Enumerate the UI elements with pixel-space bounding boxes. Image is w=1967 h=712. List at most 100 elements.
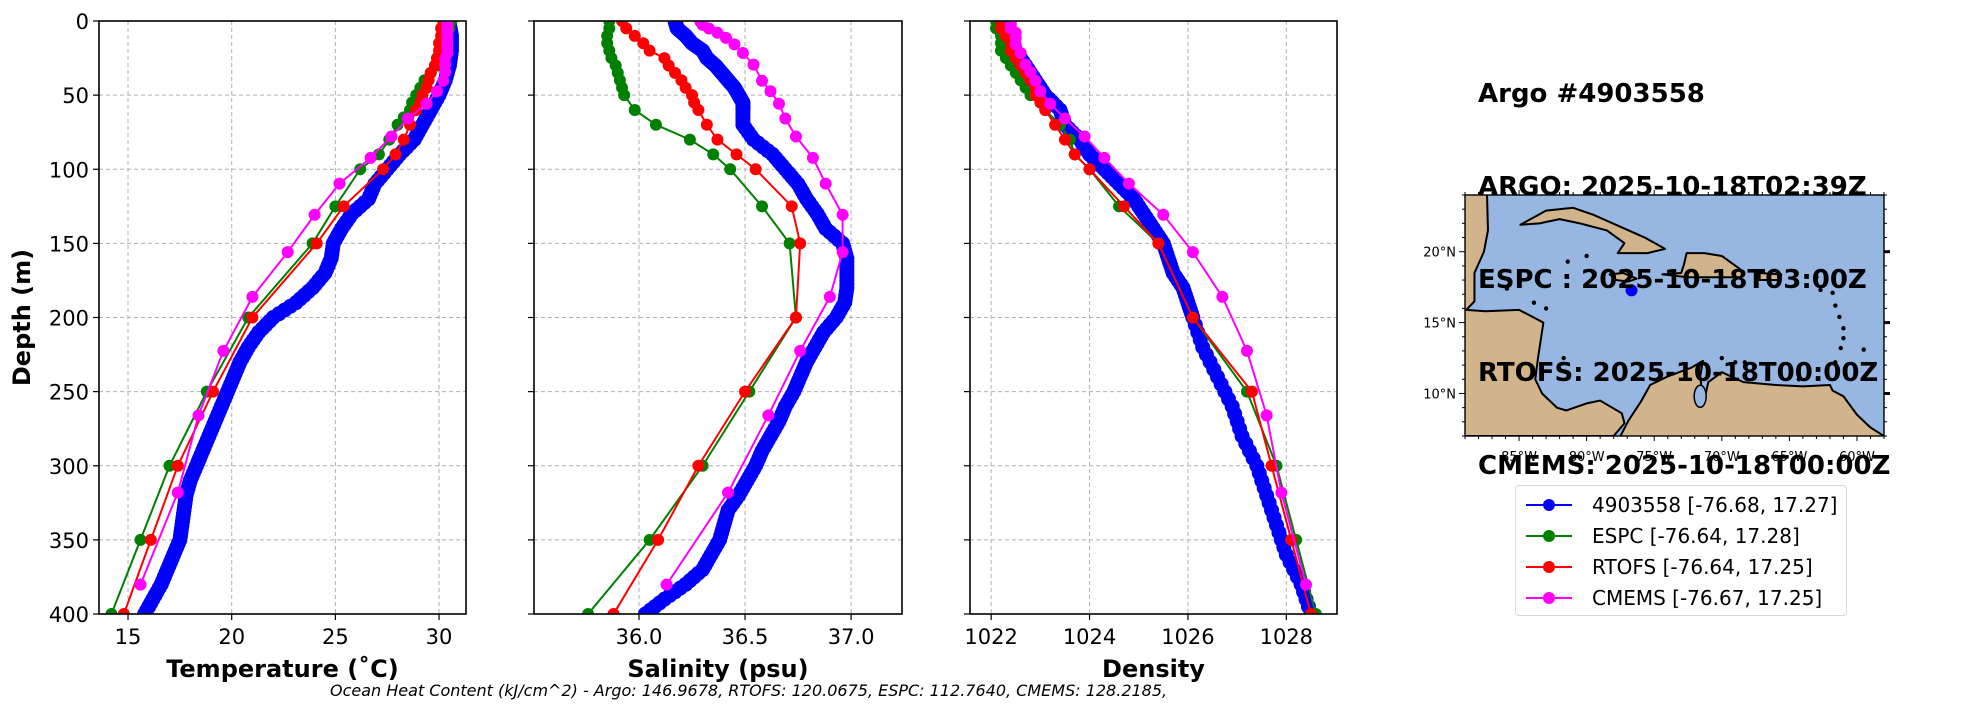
island-marker xyxy=(1818,287,1823,293)
data-point-rtofs xyxy=(1304,608,1317,614)
lat-tick-label: 15°N xyxy=(1423,317,1456,332)
data-point-cmems xyxy=(430,85,443,98)
legend-label: ESPC [-76.64, 17.28] xyxy=(1592,524,1800,548)
cuba-land xyxy=(1519,206,1667,255)
data-point-rtofs xyxy=(389,148,402,161)
data-point-cmems xyxy=(1098,151,1111,164)
data-point-espc xyxy=(163,459,176,472)
y-tick-label: 200 xyxy=(49,307,89,331)
data-point-cmems xyxy=(364,151,377,164)
jamaica-land xyxy=(1608,271,1638,283)
data-point-cmems xyxy=(192,409,205,422)
data-point-cmems xyxy=(794,344,807,357)
series-group xyxy=(105,21,459,614)
data-point-cmems xyxy=(823,290,836,303)
x-tick-label: 36.0 xyxy=(616,625,663,649)
data-point-cmems xyxy=(281,246,294,259)
island-marker xyxy=(1531,300,1537,305)
island-marker xyxy=(1561,355,1566,361)
island-marker xyxy=(1841,335,1846,341)
data-point-rtofs xyxy=(1186,311,1199,324)
data-point-espc xyxy=(783,237,796,250)
data-point-rtofs xyxy=(789,311,802,324)
data-point-cmems xyxy=(1044,97,1057,110)
data-point-cmems xyxy=(1034,85,1047,98)
data-point-rtofs xyxy=(377,163,390,176)
argo-title: Argo #4903558 xyxy=(1478,79,1705,109)
data-point-cmems xyxy=(660,578,673,591)
legend-marker-icon xyxy=(1526,490,1572,520)
island-marker xyxy=(1837,314,1842,320)
land-group xyxy=(1465,195,1884,436)
x-tick-label: 1024 xyxy=(1063,625,1116,649)
x-tick-label: 15 xyxy=(115,625,142,649)
legend: 4903558 [-76.68, 17.27] ESPC [-76.64, 17… xyxy=(1515,485,1847,616)
legend-marker-icon xyxy=(1526,552,1572,582)
data-point-rtofs xyxy=(410,103,423,116)
data-point-cmems xyxy=(1260,409,1273,422)
x-axis-label: Salinity (psu) xyxy=(627,655,808,683)
argo-float-marker xyxy=(1625,284,1638,297)
y-tick-label: 150 xyxy=(49,232,89,256)
panel-salinity: 36.0 36.5 37.0 Salinity (psu) xyxy=(528,20,903,683)
data-point-rtofs xyxy=(749,163,762,176)
island-marker xyxy=(1838,345,1843,351)
data-point-espc xyxy=(724,163,737,176)
legend-item-espc: ESPC [-76.64, 17.28] xyxy=(1526,521,1800,551)
y-axis-label: Depth (m) xyxy=(8,249,36,386)
data-point-rtofs xyxy=(652,533,665,546)
island-marker xyxy=(1733,360,1738,365)
data-point-cmems xyxy=(819,177,832,190)
data-point-cmems xyxy=(747,58,760,71)
data-point-rtofs xyxy=(310,237,323,250)
data-point-rtofs xyxy=(700,118,713,131)
data-point-espc xyxy=(329,200,342,213)
argo-time: ARGO: 2025-10-18T02:39Z xyxy=(1478,172,1867,202)
data-point-cmems xyxy=(779,112,792,125)
data-point-rtofs xyxy=(739,385,752,398)
lon-tick-label: 85°W xyxy=(1501,450,1537,465)
x-tick-label: 1022 xyxy=(964,625,1017,649)
island-marker xyxy=(1814,275,1819,280)
data-point-rtofs xyxy=(620,22,633,35)
x-tick-label: 1028 xyxy=(1260,625,1313,649)
puerto-rico-land xyxy=(1758,271,1783,282)
data-point-cmems xyxy=(764,85,777,98)
data-point-cmems xyxy=(401,112,414,125)
island-marker xyxy=(1833,360,1838,365)
data-point-espc xyxy=(756,200,769,213)
lon-tick-label: 70°W xyxy=(1704,450,1740,465)
ohc-text: Ocean Heat Content (kJ/cm^2) - Argo: 146… xyxy=(330,681,1168,700)
data-point-rtofs xyxy=(171,459,184,472)
data-point-espc xyxy=(582,608,595,614)
data-point-rtofs xyxy=(785,200,798,213)
data-point-4903558 xyxy=(137,606,153,614)
data-point-rtofs xyxy=(1245,385,1258,398)
x-axis-label: Temperature (˚C) xyxy=(166,655,399,683)
data-point-cmems xyxy=(437,74,450,87)
island-marker xyxy=(1830,290,1835,296)
data-point-rtofs xyxy=(730,148,743,161)
location-map: 85°W 80°W 75°W 70°W 65°W 60°W 20°N 15°N 10°N xyxy=(1423,190,1890,465)
data-point-rtofs xyxy=(643,44,656,57)
central-america-land xyxy=(1465,195,1626,436)
island-marker xyxy=(1584,253,1589,259)
data-point-cmems xyxy=(1122,177,1135,190)
data-point-cmems xyxy=(333,177,346,190)
legend-label: 4903558 [-76.68, 17.27] xyxy=(1592,493,1838,517)
data-point-cmems xyxy=(728,38,741,51)
data-point-rtofs xyxy=(692,103,705,116)
x-tick-label: 25 xyxy=(322,625,349,649)
data-point-rtofs xyxy=(1058,133,1071,146)
lat-tick-label: 10°N xyxy=(1423,387,1456,402)
data-point-espc xyxy=(618,89,631,102)
data-point-espc xyxy=(649,118,662,131)
data-point-4903558 xyxy=(637,606,653,614)
data-point-cmems xyxy=(1240,344,1253,357)
data-point-cmems xyxy=(1275,486,1288,499)
legend-item-argo: 4903558 [-76.68, 17.27] xyxy=(1526,490,1837,520)
data-point-cmems xyxy=(1058,112,1071,125)
data-point-rtofs xyxy=(1152,237,1165,250)
series-group xyxy=(582,21,855,614)
